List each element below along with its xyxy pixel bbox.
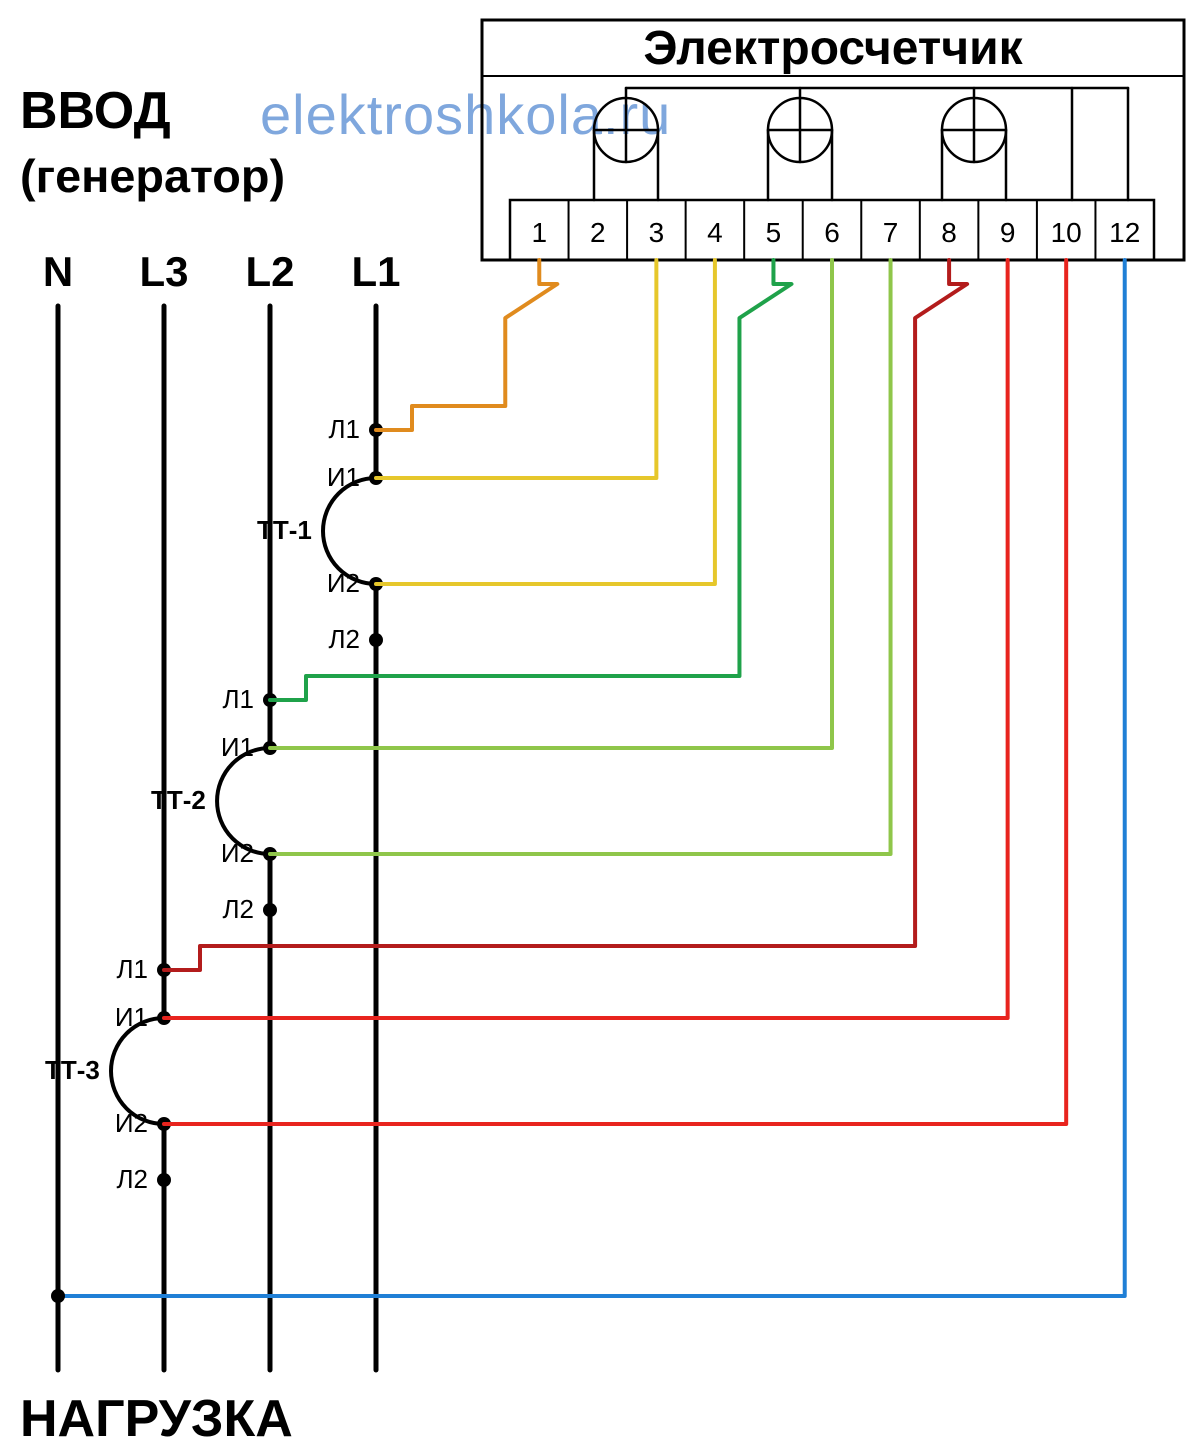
wire-L-3 [164,260,967,970]
ct2-И2: И2 [221,838,254,868]
ct1-И1: И1 [327,462,360,492]
bus-label-N: N [43,248,73,295]
title-input: ВВОД [20,82,171,140]
ct1-Л2: Л2 [328,624,360,654]
ct2-И1: И1 [221,732,254,762]
ct2-Л2: Л2 [222,894,254,924]
terminal-1: 1 [531,217,547,248]
terminal-10: 10 [1051,217,1082,248]
terminal-9: 9 [1000,217,1016,248]
wire-I2-3 [164,260,1066,1124]
wire-I1-1 [376,260,656,478]
wire-L-1 [376,260,557,430]
ct3-Л2: Л2 [116,1164,148,1194]
subtitle-input: (генератор) [20,150,285,202]
wire-I2-2 [270,260,891,854]
bus-label-L3: L3 [139,248,188,295]
ct2-Л1: Л1 [222,684,254,714]
wire-I2-1 [376,260,715,584]
ct3-И2: И2 [115,1108,148,1138]
ct3-И1: И1 [115,1002,148,1032]
ct3-Л1: Л1 [116,954,148,984]
wire-I1-3 [164,260,1008,1018]
terminal-5: 5 [766,217,782,248]
ct-label-3: ТТ-3 [45,1055,100,1085]
bus-label-L2: L2 [245,248,294,295]
terminal-3: 3 [649,217,665,248]
node-dot [263,903,277,917]
terminal-12: 12 [1109,217,1140,248]
terminal-2: 2 [590,217,606,248]
node-dot [369,633,383,647]
node-dot [51,1289,65,1303]
wire-neutral [58,260,1125,1296]
terminal-4: 4 [707,217,723,248]
terminal-8: 8 [941,217,957,248]
node-dot [157,1173,171,1187]
ct1-Л1: Л1 [328,414,360,444]
bus-label-L1: L1 [351,248,400,295]
meter-title: Электросчетчик [643,22,1023,75]
title-load: НАГРУЗКА [20,1390,293,1448]
ct1-И2: И2 [327,568,360,598]
ct-label-1: ТТ-1 [257,515,312,545]
terminal-7: 7 [883,217,899,248]
ct-label-2: ТТ-2 [151,785,206,815]
watermark: elektroshkola.ru [260,83,671,146]
terminal-6: 6 [824,217,840,248]
